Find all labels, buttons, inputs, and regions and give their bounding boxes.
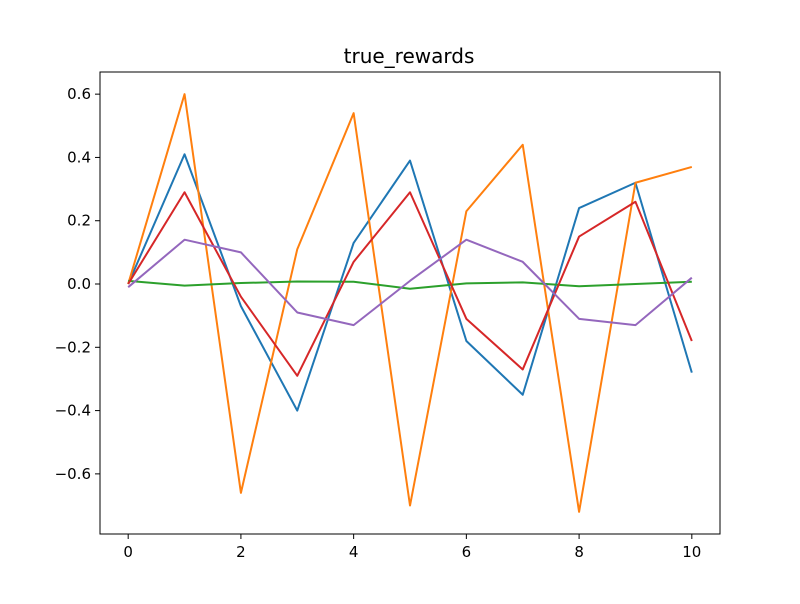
y-tick-label: 0.0: [67, 275, 91, 293]
series-lines: [127, 93, 693, 513]
y-tick-label: −0.2: [55, 338, 91, 356]
y-tick-label: −0.6: [55, 465, 91, 483]
y-tick-label: −0.4: [55, 402, 91, 420]
y-tick-label: 0.2: [67, 212, 91, 230]
axes-frame: [99, 71, 721, 535]
series-line-4: [127, 191, 693, 377]
series-line-1: [127, 153, 693, 412]
x-tick-label: 4: [349, 543, 359, 561]
x-tick-label: 10: [682, 543, 701, 561]
series-line-3: [128, 279, 692, 290]
x-tick-label: 2: [236, 543, 246, 561]
chart-title: true_rewards: [344, 44, 475, 68]
series-line-2: [127, 93, 693, 513]
y-tick-label: 0.6: [67, 85, 91, 103]
x-tick-label: 6: [462, 543, 472, 561]
x-axis-ticks: 0 2 4 6 8 10: [123, 534, 701, 561]
y-tick-label: 0.4: [67, 148, 91, 166]
series-line-5: [127, 238, 693, 327]
y-axis-ticks: −0.6 −0.4 −0.2 0.0 0.2 0.4 0.6: [55, 85, 100, 483]
x-tick-label: 0: [123, 543, 133, 561]
x-tick-label: 8: [574, 543, 584, 561]
